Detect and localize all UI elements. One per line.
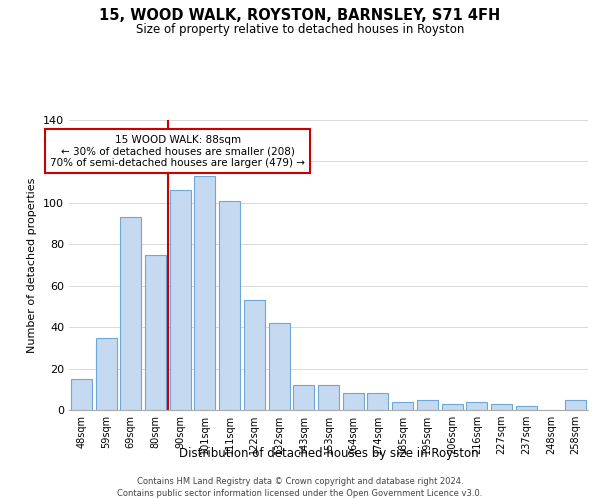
Bar: [145, 254, 166, 410]
Bar: [466, 402, 487, 410]
Bar: [194, 176, 215, 410]
Bar: [170, 190, 191, 410]
Text: Distribution of detached houses by size in Royston: Distribution of detached houses by size …: [179, 448, 479, 460]
Bar: [442, 404, 463, 410]
Bar: [343, 394, 364, 410]
Bar: [516, 406, 537, 410]
Text: Contains public sector information licensed under the Open Government Licence v3: Contains public sector information licen…: [118, 489, 482, 498]
Text: Size of property relative to detached houses in Royston: Size of property relative to detached ho…: [136, 22, 464, 36]
Bar: [318, 385, 339, 410]
Bar: [244, 300, 265, 410]
Bar: [293, 385, 314, 410]
Y-axis label: Number of detached properties: Number of detached properties: [28, 178, 37, 352]
Bar: [367, 394, 388, 410]
Bar: [491, 404, 512, 410]
Bar: [269, 323, 290, 410]
Bar: [417, 400, 438, 410]
Bar: [219, 201, 240, 410]
Bar: [71, 379, 92, 410]
Text: 15, WOOD WALK, ROYSTON, BARNSLEY, S71 4FH: 15, WOOD WALK, ROYSTON, BARNSLEY, S71 4F…: [100, 8, 500, 22]
Text: 15 WOOD WALK: 88sqm
← 30% of detached houses are smaller (208)
70% of semi-detac: 15 WOOD WALK: 88sqm ← 30% of detached ho…: [50, 134, 305, 168]
Bar: [392, 402, 413, 410]
Bar: [120, 218, 141, 410]
Bar: [95, 338, 116, 410]
Bar: [565, 400, 586, 410]
Text: Contains HM Land Registry data © Crown copyright and database right 2024.: Contains HM Land Registry data © Crown c…: [137, 478, 463, 486]
